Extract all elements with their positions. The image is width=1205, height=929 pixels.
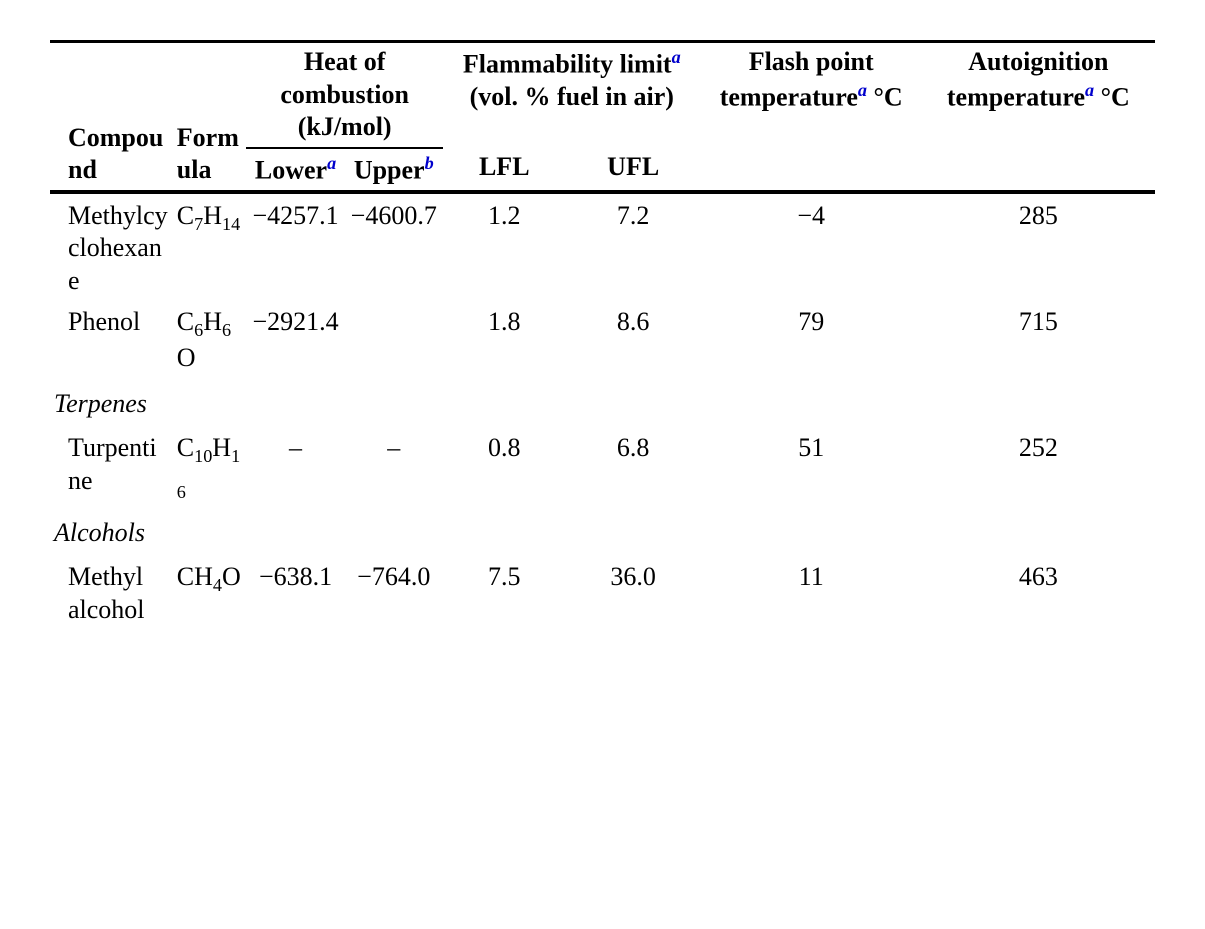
- cell-formula: C6H6O: [173, 300, 247, 377]
- cell-ufl: 7.2: [566, 192, 701, 301]
- cell-upper: −4600.7: [345, 192, 443, 301]
- group-label: Terpenes: [50, 378, 1155, 427]
- cell-flash: −4: [701, 192, 922, 301]
- cell-compound: Methyl alcohol: [50, 555, 173, 629]
- cell-upper: −764.0: [345, 555, 443, 629]
- cell-lfl: 1.2: [443, 192, 566, 301]
- col-autoignition: Autoignition temperaturea °C: [922, 42, 1155, 192]
- note-b: b: [425, 153, 434, 173]
- col-formula: Formula: [173, 42, 247, 192]
- cell-lfl: 7.5: [443, 555, 566, 629]
- upper-text: Upper: [354, 155, 425, 184]
- col-ufl: UFL: [566, 148, 701, 192]
- cell-autoignition: 285: [922, 192, 1155, 301]
- combustion-table: Compound Formula Heat of combustion (kJ/…: [50, 40, 1155, 629]
- cell-autoignition: 715: [922, 300, 1155, 377]
- note-a-2: a: [858, 80, 867, 100]
- col-flash: Flash point temperaturea °C: [701, 42, 922, 192]
- lower-text: Lower: [255, 155, 327, 184]
- cell-autoignition: 463: [922, 555, 1155, 629]
- note-a: a: [672, 47, 681, 67]
- table-row: MethylcyclohexaneC7H14−4257.1−4600.71.27…: [50, 192, 1155, 301]
- cell-flash: 51: [701, 426, 922, 507]
- cell-upper: –: [345, 426, 443, 507]
- note-a-4: a: [327, 153, 336, 173]
- cell-lower: –: [246, 426, 344, 507]
- group-label: Alcohols: [50, 507, 1155, 556]
- table-row: PhenolC6H6O−2921.4 1.88.679715: [50, 300, 1155, 377]
- col-heat-group: Heat of combustion (kJ/mol): [246, 42, 442, 148]
- cell-ufl: 6.8: [566, 426, 701, 507]
- cell-lower: −638.1: [246, 555, 344, 629]
- cell-formula: CH4O: [173, 555, 247, 629]
- flash-text: Flash point temperature: [720, 47, 874, 111]
- cell-ufl: 36.0: [566, 555, 701, 629]
- cell-flash: 79: [701, 300, 922, 377]
- cell-compound: Phenol: [50, 300, 173, 377]
- flash-suffix: °C: [867, 82, 903, 111]
- cell-lower: −2921.4: [246, 300, 344, 377]
- col-lower: Lowera: [246, 148, 344, 192]
- cell-upper: [345, 300, 443, 377]
- table-row: TurpentineC10H16––0.86.851252: [50, 426, 1155, 507]
- cell-lower: −4257.1: [246, 192, 344, 301]
- table-body: MethylcyclohexaneC7H14−4257.1−4600.71.27…: [50, 192, 1155, 630]
- cell-lfl: 1.8: [443, 300, 566, 377]
- cell-compound: Turpentine: [50, 426, 173, 507]
- table-row: Methyl alcoholCH4O−638.1−764.07.536.0114…: [50, 555, 1155, 629]
- auto-suffix: °C: [1094, 82, 1130, 111]
- cell-autoignition: 252: [922, 426, 1155, 507]
- flam-suffix: (vol. % fuel in air): [470, 82, 674, 111]
- cell-ufl: 8.6: [566, 300, 701, 377]
- cell-lfl: 0.8: [443, 426, 566, 507]
- col-flammability-group: Flammability limita (vol. % fuel in air): [443, 42, 701, 148]
- col-upper: Upperb: [345, 148, 443, 192]
- cell-formula: C10H16: [173, 426, 247, 507]
- flam-text: Flammability limit: [463, 50, 672, 79]
- note-a-3: a: [1085, 80, 1094, 100]
- col-compound: Compound: [50, 42, 173, 192]
- cell-flash: 11: [701, 555, 922, 629]
- col-lfl: LFL: [443, 148, 566, 192]
- cell-compound: Methylcyclohexane: [50, 192, 173, 301]
- cell-formula: C7H14: [173, 192, 247, 301]
